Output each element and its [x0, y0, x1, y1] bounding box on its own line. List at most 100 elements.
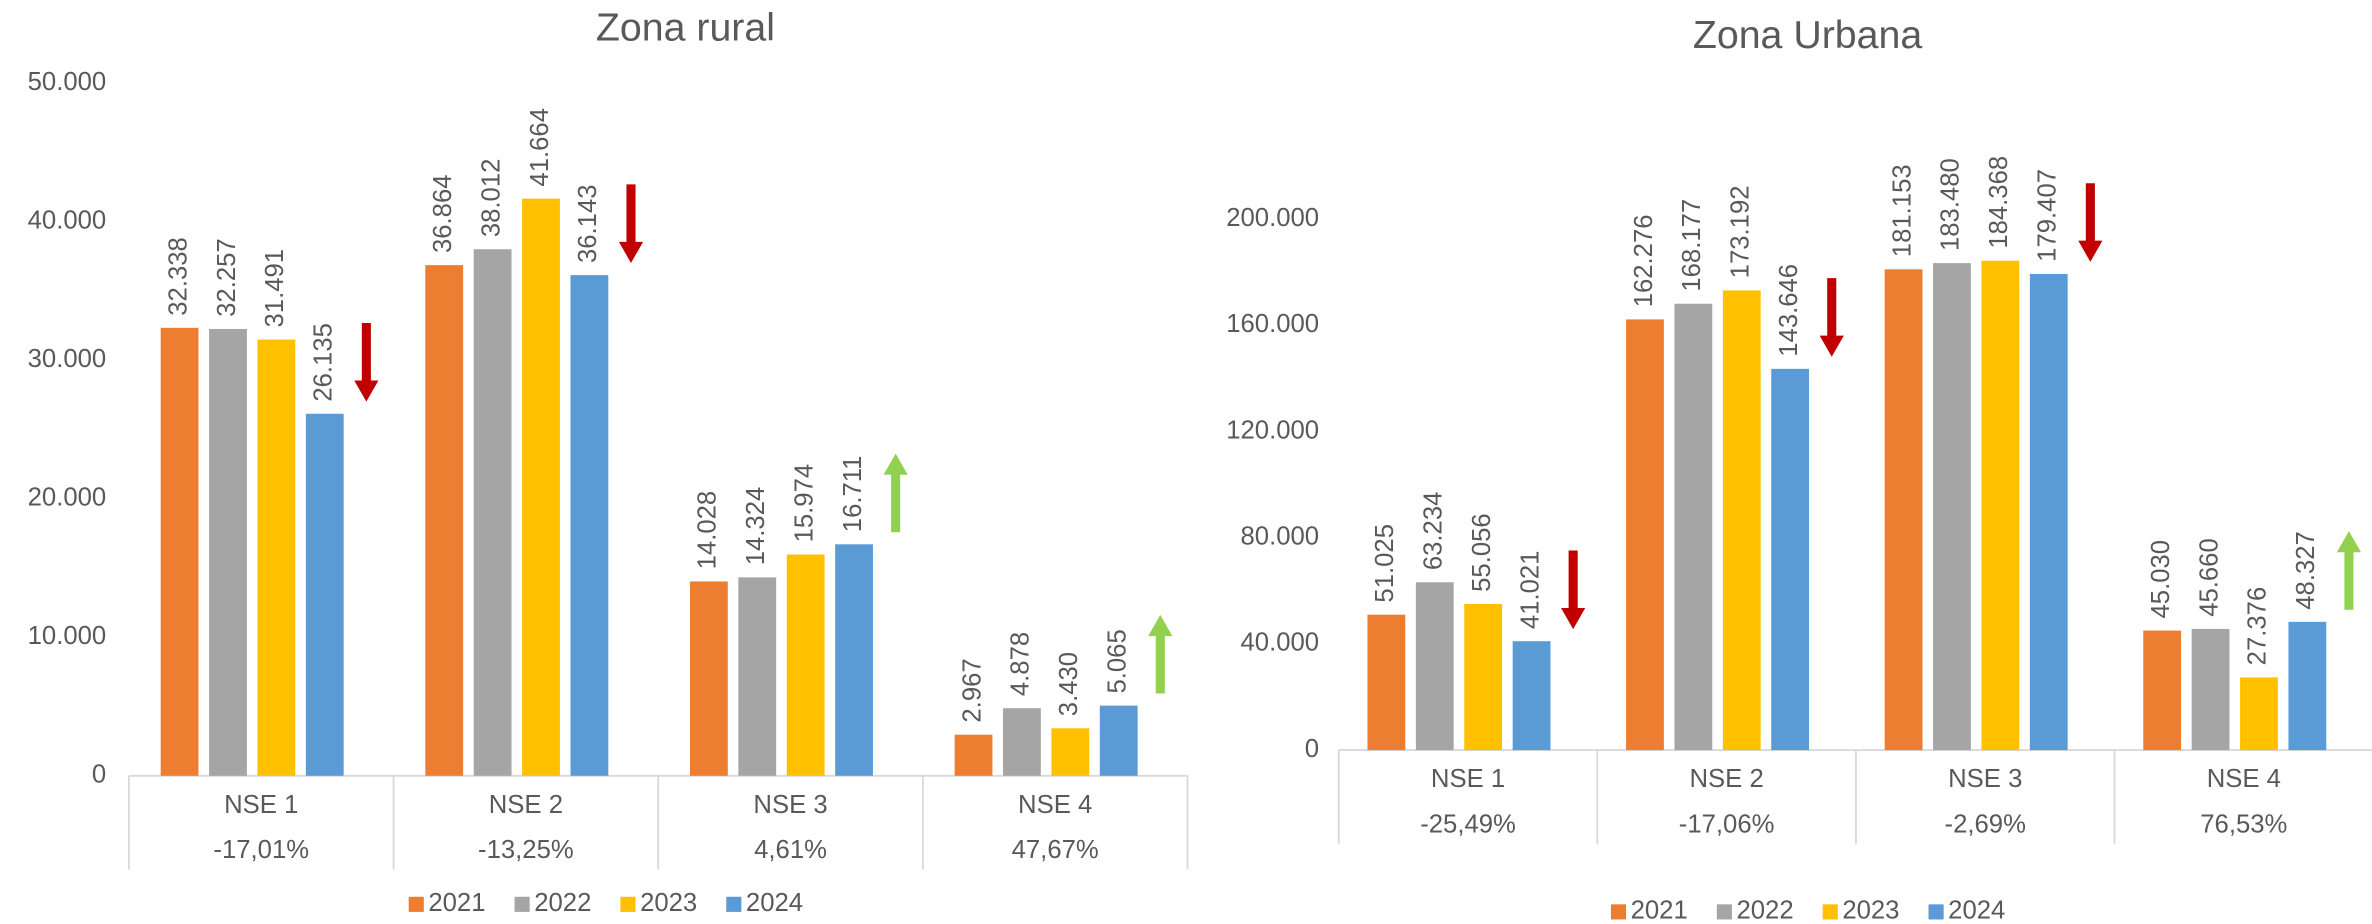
- value-label: 173.192: [1727, 185, 1755, 278]
- y-tick-label: 0: [1305, 735, 1319, 763]
- x-tick-label: NSE 4: [2207, 765, 2281, 793]
- y-tick-label: 50.000: [28, 68, 107, 96]
- value-label: 36.143: [574, 184, 602, 263]
- bar: [1674, 303, 1713, 751]
- value-label: 27.376: [2244, 587, 2272, 666]
- y-tick-label: 200.000: [1226, 204, 1319, 232]
- trend-arrow: [1819, 278, 1844, 357]
- value-label: 48.327: [2292, 531, 2320, 610]
- x-tick-label: NSE 2: [489, 791, 563, 819]
- y-tick-label: 80.000: [1241, 523, 1320, 551]
- chart-title: Zona rural: [596, 6, 775, 50]
- value-label: 143.646: [1775, 264, 1803, 357]
- bar: [954, 734, 993, 776]
- bar: [2191, 628, 2230, 751]
- value-label: 3.430: [1055, 652, 1083, 716]
- change-label: -13,25%: [478, 836, 574, 864]
- value-label: 63.234: [1420, 492, 1448, 571]
- bar: [1981, 260, 2020, 751]
- bar: [1933, 263, 1971, 751]
- legend-swatch: [726, 896, 742, 912]
- legend-swatch: [514, 896, 530, 912]
- value-label: 181.153: [1888, 164, 1916, 257]
- value-label: 36.864: [429, 174, 457, 253]
- value-label: 184.368: [1985, 156, 2013, 249]
- change-label: -17,01%: [213, 836, 309, 864]
- trend-arrow: [1148, 614, 1173, 694]
- value-label: 31.491: [261, 249, 289, 328]
- bar: [1626, 319, 1664, 751]
- x-tick-label: NSE 3: [1948, 765, 2022, 793]
- bar: [305, 413, 344, 776]
- change-label: 4,61%: [754, 836, 827, 864]
- legend-swatch: [408, 896, 424, 912]
- trend-arrow: [883, 453, 908, 533]
- bar: [2288, 621, 2327, 751]
- value-label: 55.056: [1468, 513, 1496, 592]
- trend-arrow: [2078, 183, 2103, 262]
- x-tick-label: NSE 1: [1431, 765, 1505, 793]
- value-label: 183.480: [1937, 158, 1965, 251]
- trend-arrow: [1561, 550, 1586, 630]
- value-label: 14.324: [742, 487, 770, 566]
- bar: [522, 198, 560, 776]
- bar: [473, 249, 512, 776]
- x-tick-label: NSE 3: [753, 791, 827, 819]
- bar: [1099, 705, 1138, 776]
- value-label: 41.021: [1516, 551, 1544, 630]
- change-label: 76,53%: [2200, 810, 2287, 838]
- change-label: -25,49%: [1420, 810, 1516, 838]
- y-tick-label: 40.000: [1241, 629, 1320, 657]
- value-label: 16.711: [839, 456, 867, 533]
- value-label: 168.177: [1678, 199, 1706, 292]
- value-label: 38.012: [477, 159, 505, 238]
- bar: [257, 339, 296, 776]
- chart: Zona rural 0 10.000 20.000 30.000 40.000 50.00…: [28, 6, 1189, 917]
- legend-swatch: [1822, 904, 1838, 920]
- bar: [1003, 708, 1041, 776]
- value-label: 51.025: [1371, 524, 1399, 603]
- legend-swatch: [1610, 904, 1627, 920]
- trend-arrow: [354, 323, 379, 402]
- x-tick-label: NSE 4: [1018, 791, 1092, 819]
- y-tick-label: 160.000: [1226, 310, 1319, 338]
- bar: [1771, 368, 1810, 751]
- bar: [2143, 630, 2182, 751]
- value-label: 179.407: [2034, 169, 2062, 262]
- legend-label: 2023: [1842, 897, 1899, 924]
- legend-label: 2022: [534, 889, 591, 917]
- bar: [1415, 582, 1454, 751]
- y-tick-label: 10.000: [28, 622, 107, 650]
- bar: [1367, 614, 1406, 751]
- legend-swatch: [620, 896, 636, 912]
- chart: Zona Urbana 0 40.000 80.000 120.000 160.000 20…: [1226, 13, 2372, 924]
- change-label: -2,69%: [1945, 810, 2026, 838]
- x-tick-label: NSE 2: [1690, 765, 1764, 793]
- bar: [1512, 641, 1551, 751]
- bar: [425, 265, 464, 776]
- legend-label: 2021: [428, 889, 485, 917]
- bar: [2029, 273, 2068, 751]
- bar: [786, 554, 825, 776]
- trend-arrow: [2336, 531, 2362, 610]
- legend-swatch: [1928, 904, 1944, 920]
- bar: [1464, 603, 1503, 751]
- y-tick-label: 20.000: [28, 484, 107, 512]
- x-tick-label: NSE 1: [224, 791, 298, 819]
- legend-label: 2022: [1736, 897, 1793, 924]
- change-label: 47,67%: [1012, 836, 1099, 864]
- value-label: 5.065: [1103, 629, 1131, 693]
- value-label: 41.664: [526, 108, 554, 187]
- bar: [1051, 728, 1090, 776]
- value-label: 26.135: [310, 323, 338, 402]
- bar: [209, 328, 247, 776]
- legend-label: 2024: [746, 889, 803, 917]
- bar: [835, 544, 873, 776]
- value-label: 14.028: [694, 491, 722, 570]
- y-tick-label: 40.000: [28, 206, 107, 234]
- value-label: 45.030: [2147, 540, 2175, 619]
- bar: [689, 581, 728, 776]
- chart-title: Zona Urbana: [1693, 13, 1923, 57]
- bar: [570, 275, 609, 776]
